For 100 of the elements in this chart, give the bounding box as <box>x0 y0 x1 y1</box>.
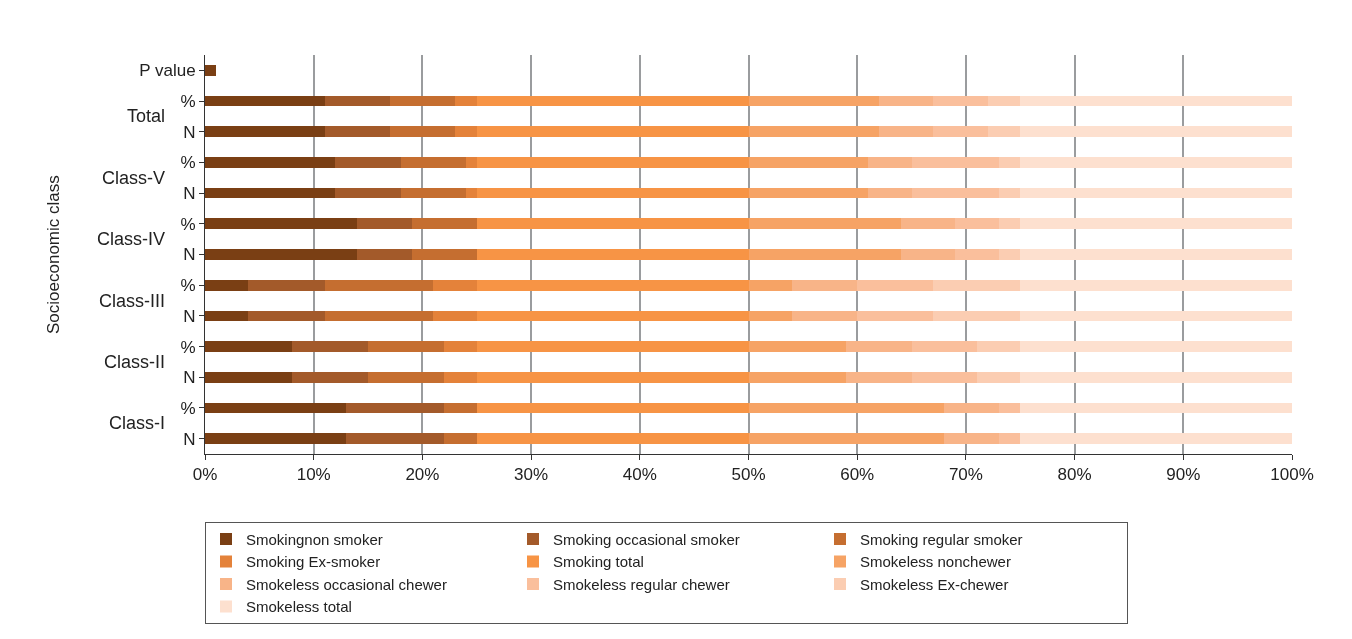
bar <box>857 310 934 322</box>
legend-label: Smokeless occasional chewer <box>246 575 447 593</box>
bar <box>400 187 466 199</box>
bar <box>911 371 977 383</box>
legend-label: Smoking Ex-smoker <box>246 553 381 571</box>
bar <box>911 187 999 199</box>
bar <box>944 402 999 414</box>
x-tick-label: 60% <box>840 465 875 485</box>
text: Class-II <box>104 352 166 372</box>
y-tick-label: N <box>183 368 196 388</box>
bar <box>476 157 749 168</box>
bar <box>748 371 847 383</box>
bar <box>976 341 1021 352</box>
bar <box>1020 371 1292 383</box>
bar <box>324 126 390 138</box>
bar <box>998 157 1021 168</box>
legend-label: Smokeless nonchewer <box>860 553 1011 571</box>
y-tick-label: % <box>180 398 196 418</box>
bar <box>748 218 901 230</box>
legend-label: Smoking total <box>553 553 644 571</box>
bar <box>748 402 945 414</box>
bar <box>1020 95 1292 107</box>
bar <box>346 433 445 445</box>
text: Class-I <box>109 413 166 433</box>
x-tick-label: 0% <box>192 465 218 485</box>
bar <box>1020 433 1292 445</box>
bar <box>976 371 1021 383</box>
bar <box>857 279 934 291</box>
bar <box>205 249 358 260</box>
bar <box>205 157 336 168</box>
bar <box>878 95 934 107</box>
bar <box>476 310 749 322</box>
bar <box>748 341 847 352</box>
legend-label: Smokeless total <box>246 598 352 616</box>
bar <box>433 279 477 291</box>
x-tick-label: 100% <box>1270 465 1314 485</box>
bar <box>933 126 988 138</box>
bar <box>444 402 477 414</box>
bar <box>205 64 216 76</box>
bar <box>205 371 292 383</box>
x-tick-label: 40% <box>622 465 657 485</box>
bar <box>1020 279 1292 291</box>
y-tick-label: P value <box>139 61 196 81</box>
bar <box>868 157 912 168</box>
legend-label: Smoking regular smoker <box>860 530 1023 548</box>
bar <box>846 371 912 383</box>
bar <box>748 249 901 260</box>
bar <box>205 126 325 138</box>
bar <box>933 310 1021 322</box>
bar <box>1020 402 1292 414</box>
bar <box>900 218 956 230</box>
bar <box>476 126 749 138</box>
y-tick-label: N <box>183 429 196 449</box>
x-tick-label: 80% <box>1057 465 1092 485</box>
bar <box>748 126 879 138</box>
bar <box>324 279 434 291</box>
bar <box>748 279 792 291</box>
x-tick-label: 30% <box>514 465 549 485</box>
bar <box>1020 157 1292 168</box>
bar <box>476 402 749 414</box>
bar <box>368 341 445 352</box>
bar <box>998 218 1021 230</box>
bar <box>1020 218 1292 230</box>
bar <box>444 433 477 445</box>
bar <box>748 433 945 445</box>
bar <box>444 341 477 352</box>
bar <box>205 218 358 230</box>
bar <box>955 218 999 230</box>
bar <box>335 157 401 168</box>
bar <box>987 126 1021 138</box>
bar <box>465 187 477 199</box>
y-tick-label: % <box>180 214 196 234</box>
bar <box>324 95 390 107</box>
bar <box>998 249 1021 260</box>
y-tick-label: N <box>183 306 196 326</box>
bar <box>944 433 999 445</box>
x-tick-label: 20% <box>405 465 440 485</box>
bar <box>205 433 347 445</box>
bar <box>205 279 249 291</box>
bar <box>933 279 1021 291</box>
bar <box>987 95 1021 107</box>
bar <box>357 218 412 230</box>
bar <box>933 95 988 107</box>
bar <box>476 218 749 230</box>
bar <box>868 187 912 199</box>
text: Total <box>127 106 166 126</box>
bar <box>248 310 325 322</box>
bar <box>324 310 434 322</box>
bar <box>846 341 912 352</box>
bar <box>998 433 1021 445</box>
bar <box>476 341 749 352</box>
bar <box>205 341 292 352</box>
y-axis-title: Socioeconomic class <box>44 175 63 334</box>
bar <box>748 157 869 168</box>
bar <box>444 371 477 383</box>
legend-label: Smokeless Ex-chewer <box>860 575 1009 593</box>
bar <box>411 249 477 260</box>
bar <box>389 126 456 138</box>
bar <box>465 157 477 168</box>
bar <box>1020 126 1292 138</box>
